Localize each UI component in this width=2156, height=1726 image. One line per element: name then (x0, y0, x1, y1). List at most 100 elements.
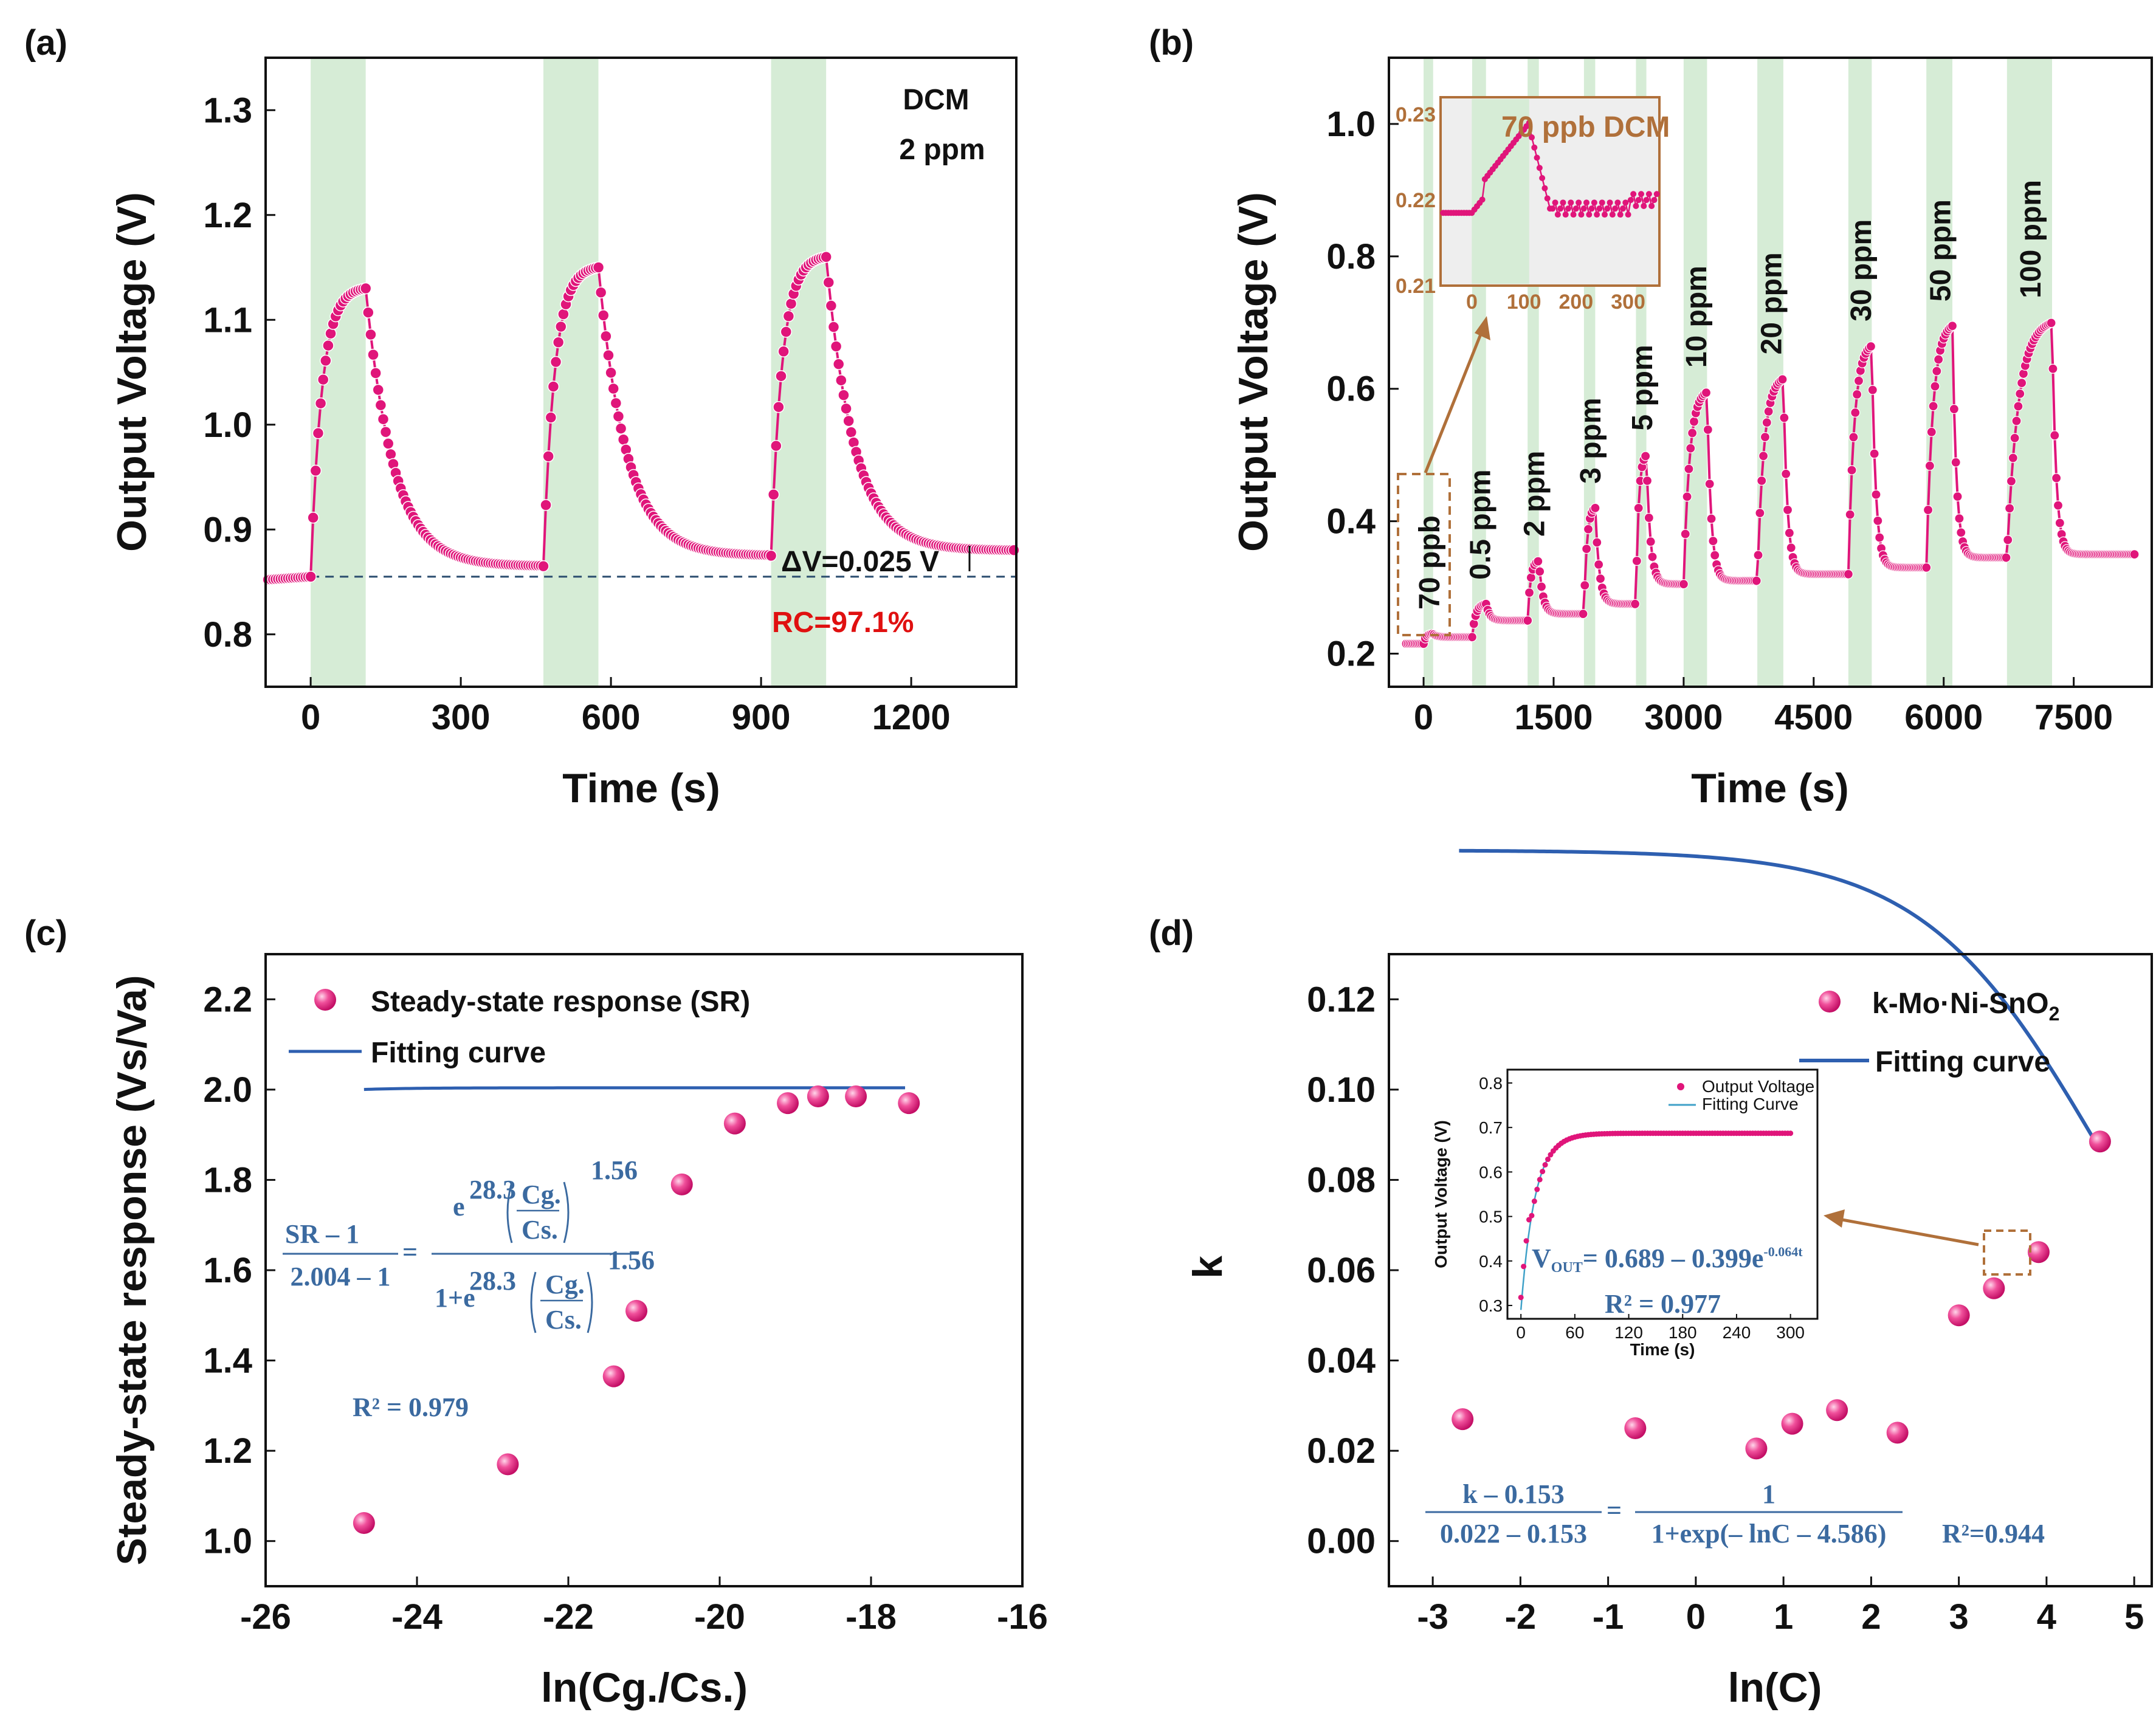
panel-b-point (1782, 504, 1793, 515)
panel-d-point (2089, 1130, 2111, 1153)
panel-b-inset-point (1635, 197, 1642, 204)
panel-b-inset-point (1599, 199, 1605, 206)
panel-a-point (842, 414, 855, 427)
panel-b-point (1779, 413, 1789, 423)
panel-d-eq-num-r: 1 (1762, 1479, 1775, 1509)
panel-b-point (1594, 559, 1604, 569)
panel-b-point (1784, 528, 1794, 538)
panel-b-point (1947, 321, 1958, 331)
panel-b-point (1755, 507, 1765, 518)
panel-b-inset-point (1594, 211, 1600, 218)
panel-b-inset-point (1580, 205, 1587, 212)
panel-b-x-label: 0 (1414, 698, 1433, 737)
panel-b-step-label: 50 ppm (1925, 199, 1957, 301)
panel-b-inset-point (1531, 144, 1538, 151)
panel-b-inset-point (1638, 191, 1644, 198)
panel-a-point (309, 464, 322, 477)
panel-a-point (385, 448, 397, 461)
panel-a-point (307, 512, 319, 524)
panel-a-series (262, 251, 1020, 586)
panel-c-eq-cs1: Cs. (522, 1215, 558, 1245)
panel-b-step-label: 70 ppb (1414, 515, 1446, 610)
panel-b-point (2054, 518, 2065, 528)
panel-c-xlabel: ln(Cg./Cs.) (541, 1665, 748, 1711)
panel-a-point (605, 366, 617, 379)
panel-d-legend-1: k-Mo·Ni-SnO2 (1872, 988, 2059, 1025)
panel-c-point (625, 1299, 648, 1322)
panel-b-point (1703, 424, 1713, 435)
panel-c-eq-onep: 1+e (435, 1283, 475, 1313)
panel-d-eq-den-l: 0.022 – 0.153 (1440, 1519, 1587, 1549)
panel-d-xlabel: ln(C) (1728, 1665, 1822, 1711)
panel-b-inset-point (1653, 191, 1660, 198)
panel-a-point (830, 340, 842, 352)
panel-c-x-label: -20 (694, 1597, 745, 1637)
panel-a-point (780, 326, 793, 338)
panel-a-conc: 2 ppm (899, 134, 985, 166)
panel-d-x-label: 1 (1774, 1597, 1793, 1637)
panel-a-point (374, 399, 387, 411)
panel-b-inset-point (1539, 174, 1546, 181)
panel-b-point (1760, 432, 1771, 442)
panel-b-point (2003, 535, 2013, 545)
panel-a-point (305, 571, 317, 583)
panel-b-x-label: 4500 (1774, 698, 1853, 737)
panel-a-point (382, 438, 394, 450)
panel-d-legend-2: Fitting curve (1875, 1046, 2050, 1078)
panel-b-point (1751, 576, 1762, 586)
panel-b-point (1701, 388, 1712, 398)
panel-c-x-label: -22 (543, 1597, 594, 1637)
panel-b-point (1582, 544, 1592, 554)
panel-c-eq-exp2: 28.3 (469, 1266, 516, 1296)
panel-b-frame (1388, 57, 2153, 688)
panel-a-point (362, 306, 374, 318)
panel-b-inset-point (1588, 205, 1595, 212)
panel-b-inset-point (1641, 202, 1647, 209)
panel-a-bands (311, 58, 827, 687)
panel-d-x-label: 0 (1686, 1597, 1706, 1637)
panel-b-point (2016, 378, 2027, 388)
panel-b-inset-point (1604, 205, 1611, 212)
svg-text:e: e (453, 1192, 465, 1222)
panel-b-step-label: 100 ppm (2015, 180, 2047, 298)
panel-b-inset-point (1568, 199, 1574, 206)
panel-b-inset-point (1596, 205, 1603, 212)
panel-a-y-label: 0.9 (203, 510, 252, 549)
panel-b-point (1684, 464, 1694, 474)
panel-a-gas-band (543, 58, 599, 687)
panel-a-point (592, 261, 605, 273)
panel-d-x-label: 5 (2124, 1597, 2144, 1637)
svg-text:=: = (402, 1237, 418, 1267)
panel-b-point (1763, 406, 1774, 417)
panel-a-point (765, 549, 777, 562)
panel-a-x-label: 0 (301, 698, 320, 737)
panel-d-inset-point (1537, 1177, 1543, 1183)
panel-b-step-labels: 70 ppb 0.5 ppm 2 ppm 3 ppm 5 ppm 10 ppm 20 ppm… (1414, 180, 2047, 610)
panel-a-y-label: 1.1 (203, 300, 252, 340)
panel-b-point (1641, 451, 1651, 461)
panel-d-inset-x-label: 180 (1669, 1323, 1697, 1342)
panel-c-point (845, 1085, 867, 1107)
panel-a-gas-band (311, 58, 366, 687)
panel-c-point (602, 1365, 625, 1387)
panel-c-x-label: -16 (997, 1597, 1048, 1637)
panel-b-point (1630, 599, 1641, 609)
panel-b-point (1467, 632, 1478, 642)
panel-b-inset-point (1557, 205, 1564, 212)
panel-a-ylabel: Output Voltage (V) (109, 192, 155, 552)
panel-b-inset-y-label: 0.23 (1396, 103, 1436, 126)
panel-a-point (838, 389, 850, 401)
panel-b-point (1845, 509, 1855, 520)
panel-d-point (1781, 1412, 1803, 1435)
panel-c-y-label: 1.0 (203, 1522, 252, 1561)
panel-d-inset-point (1788, 1130, 1794, 1136)
panel-b-point (1873, 515, 1883, 526)
panel-b-gas-band (1757, 58, 1783, 687)
panel-b-inset-point (1643, 197, 1650, 204)
panel-a-point (845, 426, 858, 438)
panel-d-inset-y-label: 0.4 (1479, 1252, 1503, 1271)
panel-b-point (2048, 363, 2058, 374)
panel-a-xlabel: Time (s) (562, 765, 720, 811)
panel-d-point (1452, 1408, 1474, 1431)
panel-d-inset-frame (1506, 1068, 1819, 1320)
